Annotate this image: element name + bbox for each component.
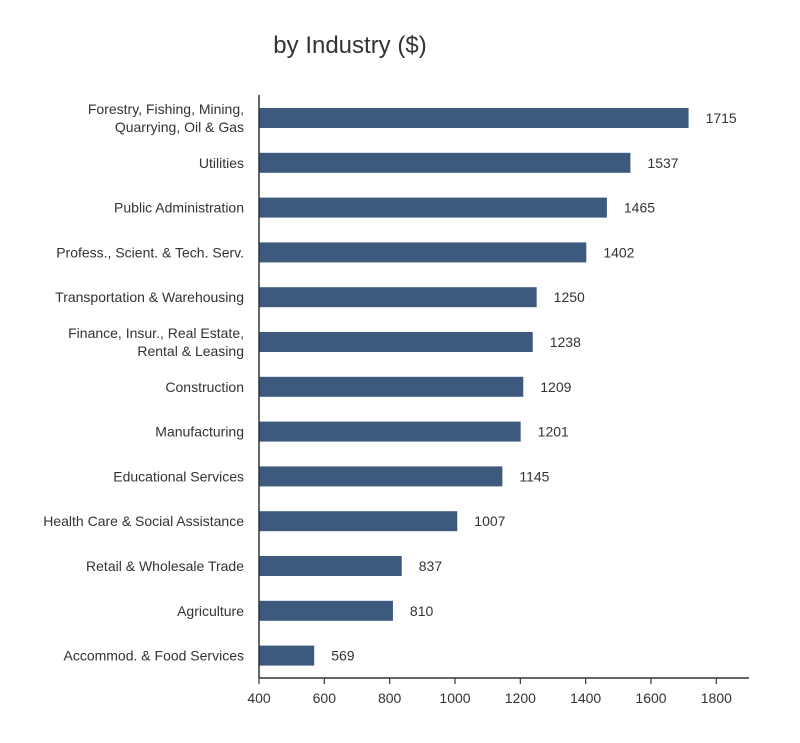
category-label: Agriculture (177, 603, 244, 619)
category-label: Profess., Scient. & Tech. Serv. (56, 244, 244, 260)
x-tick-label: 1600 (635, 690, 666, 706)
data-label: 1465 (624, 200, 655, 216)
category-label: Transportation & Warehousing (55, 289, 244, 305)
data-label: 1209 (540, 379, 571, 395)
bar (259, 511, 458, 532)
x-tick-label: 1800 (701, 690, 732, 706)
category-label: Utilities (199, 155, 244, 171)
bar (259, 332, 533, 352)
bar (259, 556, 402, 576)
bar (259, 108, 689, 128)
data-label: 810 (410, 603, 434, 619)
x-tick-label: 1200 (505, 690, 536, 706)
data-label: 1145 (519, 468, 549, 484)
category-label: Rental & Leasing (137, 343, 244, 359)
x-tick-label: 1000 (439, 690, 470, 706)
bar (259, 421, 521, 442)
category-label: Retail & Wholesale Trade (86, 558, 244, 574)
x-tick-label: 400 (247, 690, 271, 706)
x-tick-label: 800 (378, 690, 402, 706)
bar (259, 197, 607, 218)
category-label: Educational Services (113, 468, 244, 484)
data-label: 1201 (538, 424, 569, 440)
data-label: 1402 (603, 244, 634, 260)
chart-title: by Industry ($) (273, 32, 427, 59)
category-label: Construction (165, 379, 244, 395)
bar (259, 645, 315, 666)
data-label: 1238 (550, 334, 581, 350)
category-label: Public Administration (114, 200, 244, 216)
data-label: 1250 (554, 289, 585, 305)
category-label: Forestry, Fishing, Mining, (88, 101, 244, 117)
data-label: 569 (331, 648, 355, 664)
bar (259, 600, 393, 621)
category-label: Quarrying, Oil & Gas (115, 119, 244, 135)
data-label: 837 (419, 558, 443, 574)
bar (259, 466, 503, 487)
data-label: 1007 (474, 513, 505, 529)
data-label: 1715 (706, 110, 737, 126)
bar (259, 152, 631, 173)
bar (259, 242, 587, 263)
data-label: 1537 (647, 155, 678, 171)
bar (259, 287, 537, 308)
category-label: Health Care & Social Assistance (43, 513, 244, 529)
x-tick-label: 600 (313, 690, 337, 706)
x-tick-label: 1400 (570, 690, 601, 706)
category-label: Finance, Insur., Real Estate, (68, 325, 244, 341)
category-label: Accommod. & Food Services (63, 648, 244, 664)
category-label: Manufacturing (155, 424, 244, 440)
bar (259, 376, 524, 397)
